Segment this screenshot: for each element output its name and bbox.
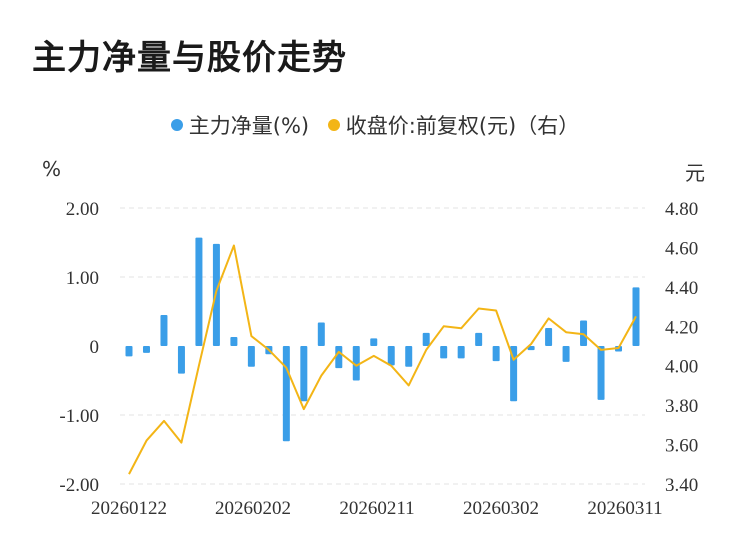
bar <box>422 332 430 346</box>
bar <box>282 346 290 442</box>
left-tick-label: 0 <box>90 337 100 358</box>
legend-label-close-price: 收盘价:前复权(元)（右） <box>345 114 580 138</box>
right-tick-label: 3.80 <box>665 396 698 417</box>
bar <box>405 346 413 367</box>
legend-dot-line <box>327 119 340 131</box>
right-tick-label: 4.20 <box>665 317 698 338</box>
left-tick-label: 1.00 <box>66 268 99 289</box>
legend-item-close-price[interactable]: 收盘价:前复权(元)（右） <box>327 110 580 140</box>
x-tick-label: 20260122 <box>91 498 167 519</box>
bar <box>195 237 203 346</box>
left-tick-label: -2.00 <box>59 475 99 496</box>
left-tick-label: 2.00 <box>66 199 99 220</box>
bar <box>160 314 168 346</box>
bar <box>230 337 238 346</box>
right-tick-label: 4.40 <box>665 278 698 299</box>
right-axis-unit: 元 <box>685 161 705 185</box>
bar <box>177 346 185 374</box>
x-tick-label: 20260311 <box>587 498 662 519</box>
bar <box>457 346 465 359</box>
left-axis-unit: % <box>42 157 62 181</box>
bar <box>370 338 378 346</box>
right-tick-label: 4.60 <box>665 238 698 259</box>
legend-label-net-volume: 主力净量(%) <box>188 114 310 138</box>
right-tick-label: 3.60 <box>665 436 698 457</box>
left-tick-label: -1.00 <box>59 406 99 427</box>
bar <box>352 346 360 381</box>
right-tick-label: 4.80 <box>665 199 698 220</box>
x-tick-label: 20260202 <box>215 498 291 519</box>
bar <box>440 346 448 359</box>
bar <box>492 346 500 362</box>
bar <box>247 346 255 367</box>
x-tick-label: 20260211 <box>339 498 414 519</box>
x-tick-label: 20260302 <box>463 498 539 519</box>
legend: 主力净量(%) 收盘价:前复权(元)（右） <box>0 110 750 140</box>
chart-title: 主力净量与股价走势 <box>32 38 347 78</box>
bar <box>545 328 553 346</box>
bar <box>510 346 518 402</box>
bar <box>527 346 535 351</box>
legend-dot-bar <box>170 119 183 131</box>
price-line <box>128 244 637 475</box>
bar <box>317 322 325 346</box>
bar <box>562 346 570 362</box>
legend-item-net-volume[interactable]: 主力净量(%) <box>170 110 310 140</box>
bar <box>300 346 308 402</box>
bar <box>475 332 483 346</box>
bar <box>387 346 395 366</box>
right-tick-label: 3.40 <box>665 475 698 496</box>
bar <box>597 346 605 400</box>
right-tick-label: 4.00 <box>665 357 698 378</box>
bar <box>142 346 150 353</box>
bar <box>335 346 343 369</box>
bar <box>125 346 133 357</box>
